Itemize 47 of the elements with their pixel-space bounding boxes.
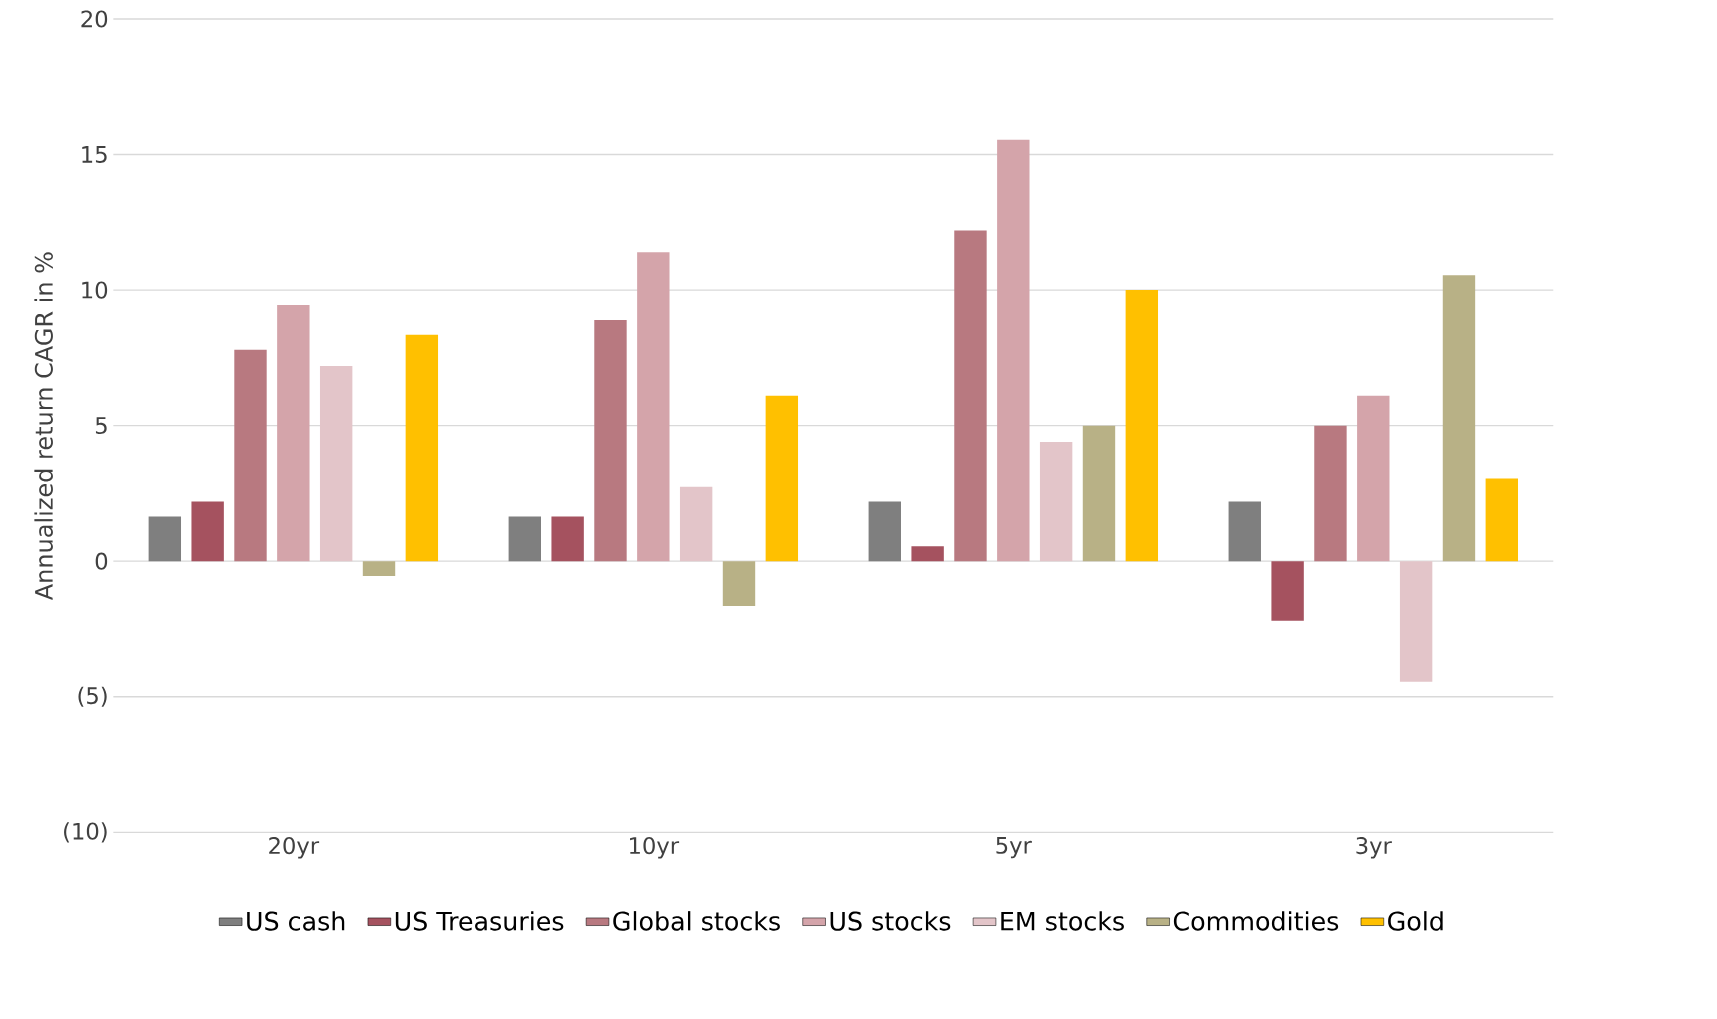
x-tick-label: 3yr [1356, 837, 1392, 859]
x-tick-label: 5yr [996, 837, 1032, 859]
y-tick-label: 5 [95, 417, 107, 435]
bar [362, 561, 396, 577]
legend-label: US stocks [830, 911, 951, 931]
legend-label: US cash [247, 911, 345, 931]
bar [765, 395, 799, 562]
y-tick-label: 10 [82, 281, 108, 299]
bar [1271, 561, 1304, 621]
bar [551, 516, 584, 562]
bar [1442, 275, 1476, 562]
bar [148, 516, 182, 562]
bar [319, 366, 353, 562]
legend-label: Commodities [1173, 911, 1339, 931]
bar [679, 486, 713, 562]
bar [1125, 290, 1159, 562]
legend-label: Gold [1388, 911, 1443, 931]
bar [1485, 478, 1519, 562]
y-axis-title: Annualized return CAGR in % [34, 252, 53, 601]
bar [405, 334, 439, 562]
bar [234, 349, 267, 562]
y-tick-label: 0 [95, 552, 108, 570]
y-tick-label: (5) [78, 686, 107, 707]
y-tick-label: 20 [81, 10, 108, 28]
legend-label: Global stocks [613, 911, 780, 931]
bar [954, 230, 987, 562]
bar [722, 561, 756, 606]
bar [1082, 425, 1116, 562]
bar [997, 139, 1030, 562]
bar [1314, 425, 1347, 562]
bar [1228, 501, 1261, 562]
y-tick-label: 15 [82, 146, 107, 163]
y-tick-label: (10) [64, 822, 107, 843]
x-tick-label: 10yr [630, 837, 680, 859]
bar [191, 501, 224, 562]
bar [1039, 441, 1073, 562]
bar [594, 319, 627, 562]
bar [1399, 561, 1433, 682]
bar [1357, 395, 1390, 562]
bar [277, 305, 310, 562]
bar [868, 501, 901, 562]
bar [508, 516, 541, 562]
bar [637, 252, 670, 562]
legend-label: EM stocks [1001, 911, 1124, 931]
bar [911, 546, 944, 562]
legend-label: US Treasuries [395, 911, 564, 931]
x-tick-label: 20yr [269, 837, 320, 859]
